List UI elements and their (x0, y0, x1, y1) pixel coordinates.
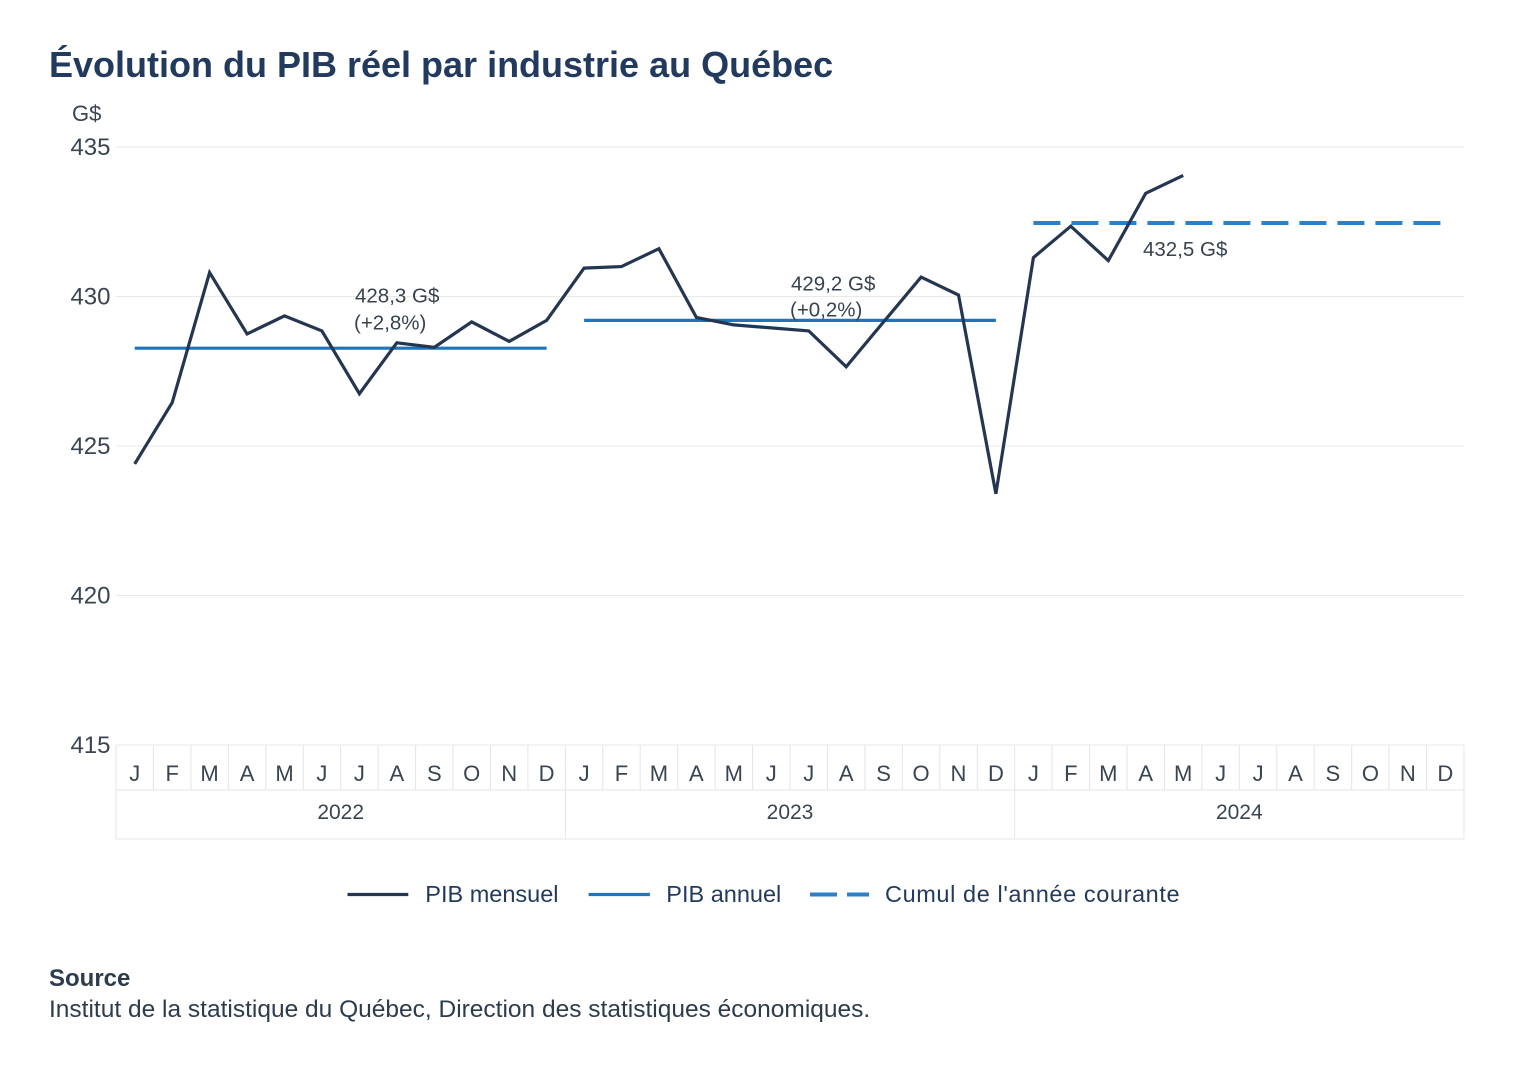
svg-text:A: A (689, 761, 704, 786)
svg-text:D: D (539, 761, 555, 786)
svg-text:D: D (988, 761, 1004, 786)
svg-text:415: 415 (70, 732, 110, 759)
svg-text:PIB mensuel: PIB mensuel (425, 881, 558, 907)
svg-text:N: N (1400, 761, 1416, 786)
svg-text:J: J (1215, 761, 1226, 786)
svg-text:O: O (463, 761, 480, 786)
svg-text:A: A (839, 761, 854, 786)
svg-text:O: O (1362, 761, 1379, 786)
svg-text:J: J (316, 761, 327, 786)
svg-text:A: A (240, 761, 255, 786)
svg-text:428,3 G$: 428,3 G$ (355, 285, 440, 308)
svg-text:(+2,8%): (+2,8%) (354, 312, 426, 335)
svg-text:F: F (615, 761, 628, 786)
svg-text:M: M (650, 761, 668, 786)
svg-text:Institut de la statistique du: Institut de la statistique du Québec, Di… (49, 996, 870, 1023)
svg-text:J: J (766, 761, 777, 786)
svg-text:J: J (129, 761, 140, 786)
svg-text:2023: 2023 (767, 801, 814, 824)
svg-text:2022: 2022 (317, 801, 364, 824)
svg-text:J: J (354, 761, 365, 786)
svg-text:432,5 G$: 432,5 G$ (1143, 238, 1228, 261)
svg-text:D: D (1437, 761, 1453, 786)
svg-text:G$: G$ (72, 101, 101, 126)
svg-text:(+0,2%): (+0,2%) (790, 299, 862, 322)
svg-text:435: 435 (70, 134, 110, 161)
svg-text:J: J (579, 761, 590, 786)
svg-text:M: M (725, 761, 743, 786)
svg-text:S: S (427, 761, 442, 786)
svg-text:M: M (1099, 761, 1117, 786)
svg-text:N: N (501, 761, 517, 786)
svg-text:A: A (389, 761, 404, 786)
svg-text:S: S (1326, 761, 1341, 786)
svg-text:O: O (913, 761, 930, 786)
svg-text:Source: Source (49, 965, 130, 992)
svg-text:S: S (876, 761, 891, 786)
svg-text:PIB annuel: PIB annuel (666, 881, 781, 907)
svg-text:F: F (1064, 761, 1077, 786)
svg-text:J: J (1253, 761, 1264, 786)
svg-text:F: F (165, 761, 178, 786)
svg-text:N: N (951, 761, 967, 786)
svg-text:M: M (200, 761, 218, 786)
svg-text:2024: 2024 (1216, 801, 1263, 824)
svg-text:Évolution du PIB réel par indu: Évolution du PIB réel par industrie au Q… (49, 44, 833, 85)
svg-text:M: M (1174, 761, 1192, 786)
svg-text:420: 420 (70, 583, 110, 610)
svg-text:J: J (803, 761, 814, 786)
svg-text:429,2 G$: 429,2 G$ (791, 273, 876, 296)
svg-text:Cumul de l'année courante: Cumul de l'année courante (885, 881, 1180, 907)
svg-text:J: J (1028, 761, 1039, 786)
svg-text:425: 425 (70, 433, 110, 460)
svg-text:M: M (275, 761, 293, 786)
svg-text:A: A (1138, 761, 1153, 786)
svg-text:A: A (1288, 761, 1303, 786)
svg-text:430: 430 (70, 284, 110, 311)
